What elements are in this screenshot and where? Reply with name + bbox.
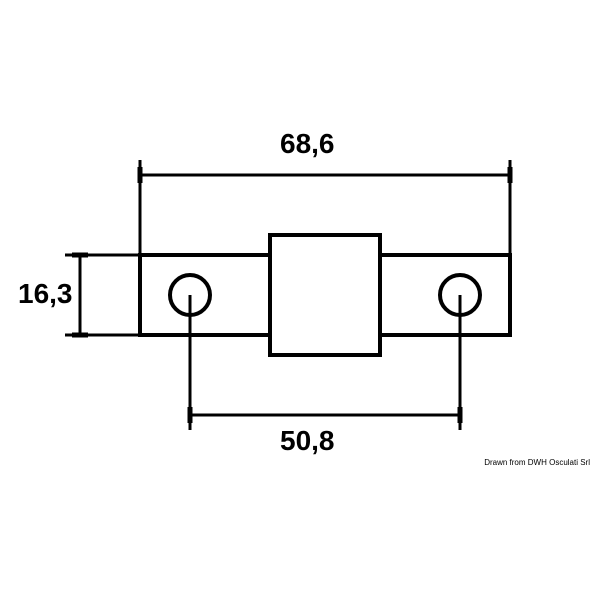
label-height: 16,3 xyxy=(18,278,73,310)
drawing-svg xyxy=(0,0,600,600)
technical-drawing: 68,6 16,3 50,8 Drawn from DWH Osculati S… xyxy=(0,0,600,600)
center-block xyxy=(270,235,380,355)
dim-height xyxy=(65,255,140,335)
attribution-text: Drawn from DWH Osculati Srl xyxy=(484,458,590,467)
label-overall-width: 68,6 xyxy=(280,128,335,160)
label-hole-centers: 50,8 xyxy=(280,425,335,457)
